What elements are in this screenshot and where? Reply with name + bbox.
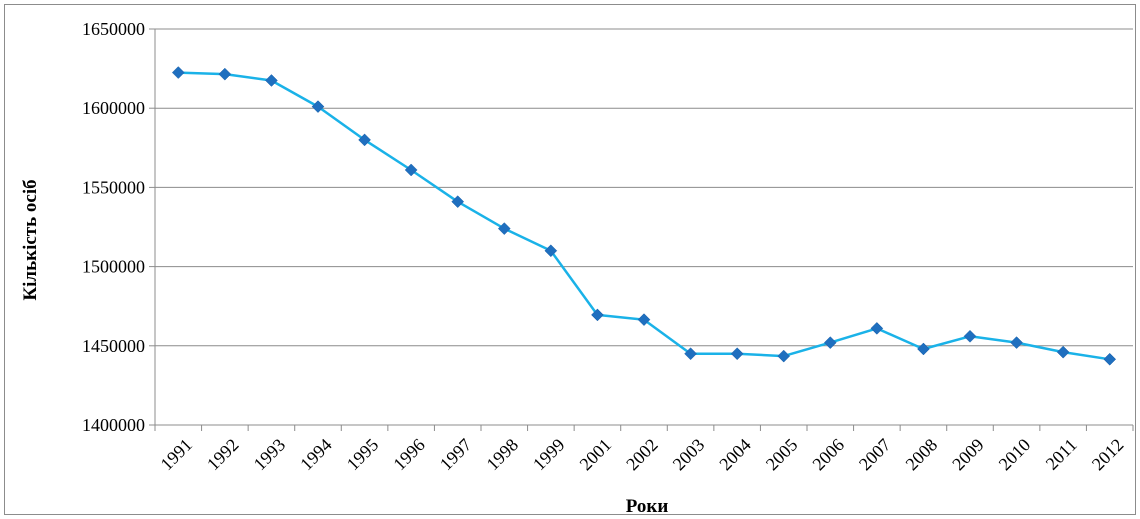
y-tick-labels: 1400000 1450000 1500000 1550000 1600000 16500… — [82, 19, 145, 435]
y-tick-label: 1600000 — [82, 98, 145, 118]
data-points — [171, 66, 1117, 366]
y-tick-label: 1650000 — [82, 19, 145, 39]
data-point-marker — [1103, 352, 1117, 366]
x-tick-labels: 1991 1992 1993 1994 1995 1996 1997 1998 1999 2001… — [156, 435, 1127, 475]
x-tick-label: 2010 — [995, 435, 1035, 475]
chart-frame — [4, 4, 1136, 515]
x-tick-label: 2007 — [855, 435, 895, 475]
data-point-marker — [311, 100, 325, 113]
x-tick-label: 2004 — [715, 435, 755, 475]
y-tick-label: 1450000 — [82, 336, 145, 356]
data-point-marker — [917, 342, 930, 356]
gridlines — [155, 28, 1133, 426]
data-point-marker — [404, 163, 418, 177]
x-tick-label: 2006 — [808, 435, 848, 475]
x-tick-label: 1992 — [203, 435, 243, 475]
x-tick-label: 2005 — [762, 435, 802, 475]
x-tick-label: 2008 — [902, 435, 942, 475]
x-tick-label: 1999 — [529, 435, 569, 475]
x-tick-label: 2003 — [669, 435, 709, 475]
axes — [149, 28, 1134, 431]
data-point-marker — [171, 66, 185, 79]
data-point-marker — [358, 133, 371, 147]
x-axis-title: Роки — [626, 496, 669, 517]
data-point-marker — [218, 67, 232, 81]
x-tick-label: 2009 — [948, 435, 988, 475]
x-tick-label: 2012 — [1088, 435, 1128, 475]
x-tick-label: 1996 — [389, 435, 429, 475]
data-point-marker — [591, 308, 604, 322]
x-tick-label: 1998 — [482, 435, 522, 475]
data-point-marker — [730, 347, 744, 361]
x-tick-label: 2011 — [1042, 435, 1081, 474]
x-tick-label: 1995 — [343, 435, 383, 475]
data-point-marker — [684, 347, 697, 361]
y-axis-title: Кількість осіб — [20, 179, 41, 300]
data-point-marker — [265, 74, 278, 87]
data-point-marker — [823, 336, 837, 349]
data-point-marker — [637, 313, 651, 327]
data-point-marker — [497, 222, 511, 235]
y-tick-label: 1500000 — [82, 257, 145, 277]
x-tick-label: 1991 — [156, 435, 196, 475]
data-point-marker — [544, 244, 558, 258]
data-point-marker — [963, 329, 977, 343]
y-tick-label: 1550000 — [82, 177, 145, 197]
x-tick-label: 1994 — [296, 435, 336, 475]
x-tick-label: 1993 — [250, 435, 290, 475]
data-point-marker — [870, 322, 884, 335]
x-tick-label: 2002 — [622, 435, 662, 475]
data-point-marker — [1056, 345, 1070, 359]
x-tick-label: 1997 — [436, 435, 476, 475]
data-point-marker — [451, 195, 465, 209]
data-point-marker — [777, 349, 791, 363]
data-point-marker — [1010, 336, 1023, 349]
x-tick-label: 2001 — [576, 435, 616, 475]
y-tick-label: 1400000 — [82, 415, 145, 435]
